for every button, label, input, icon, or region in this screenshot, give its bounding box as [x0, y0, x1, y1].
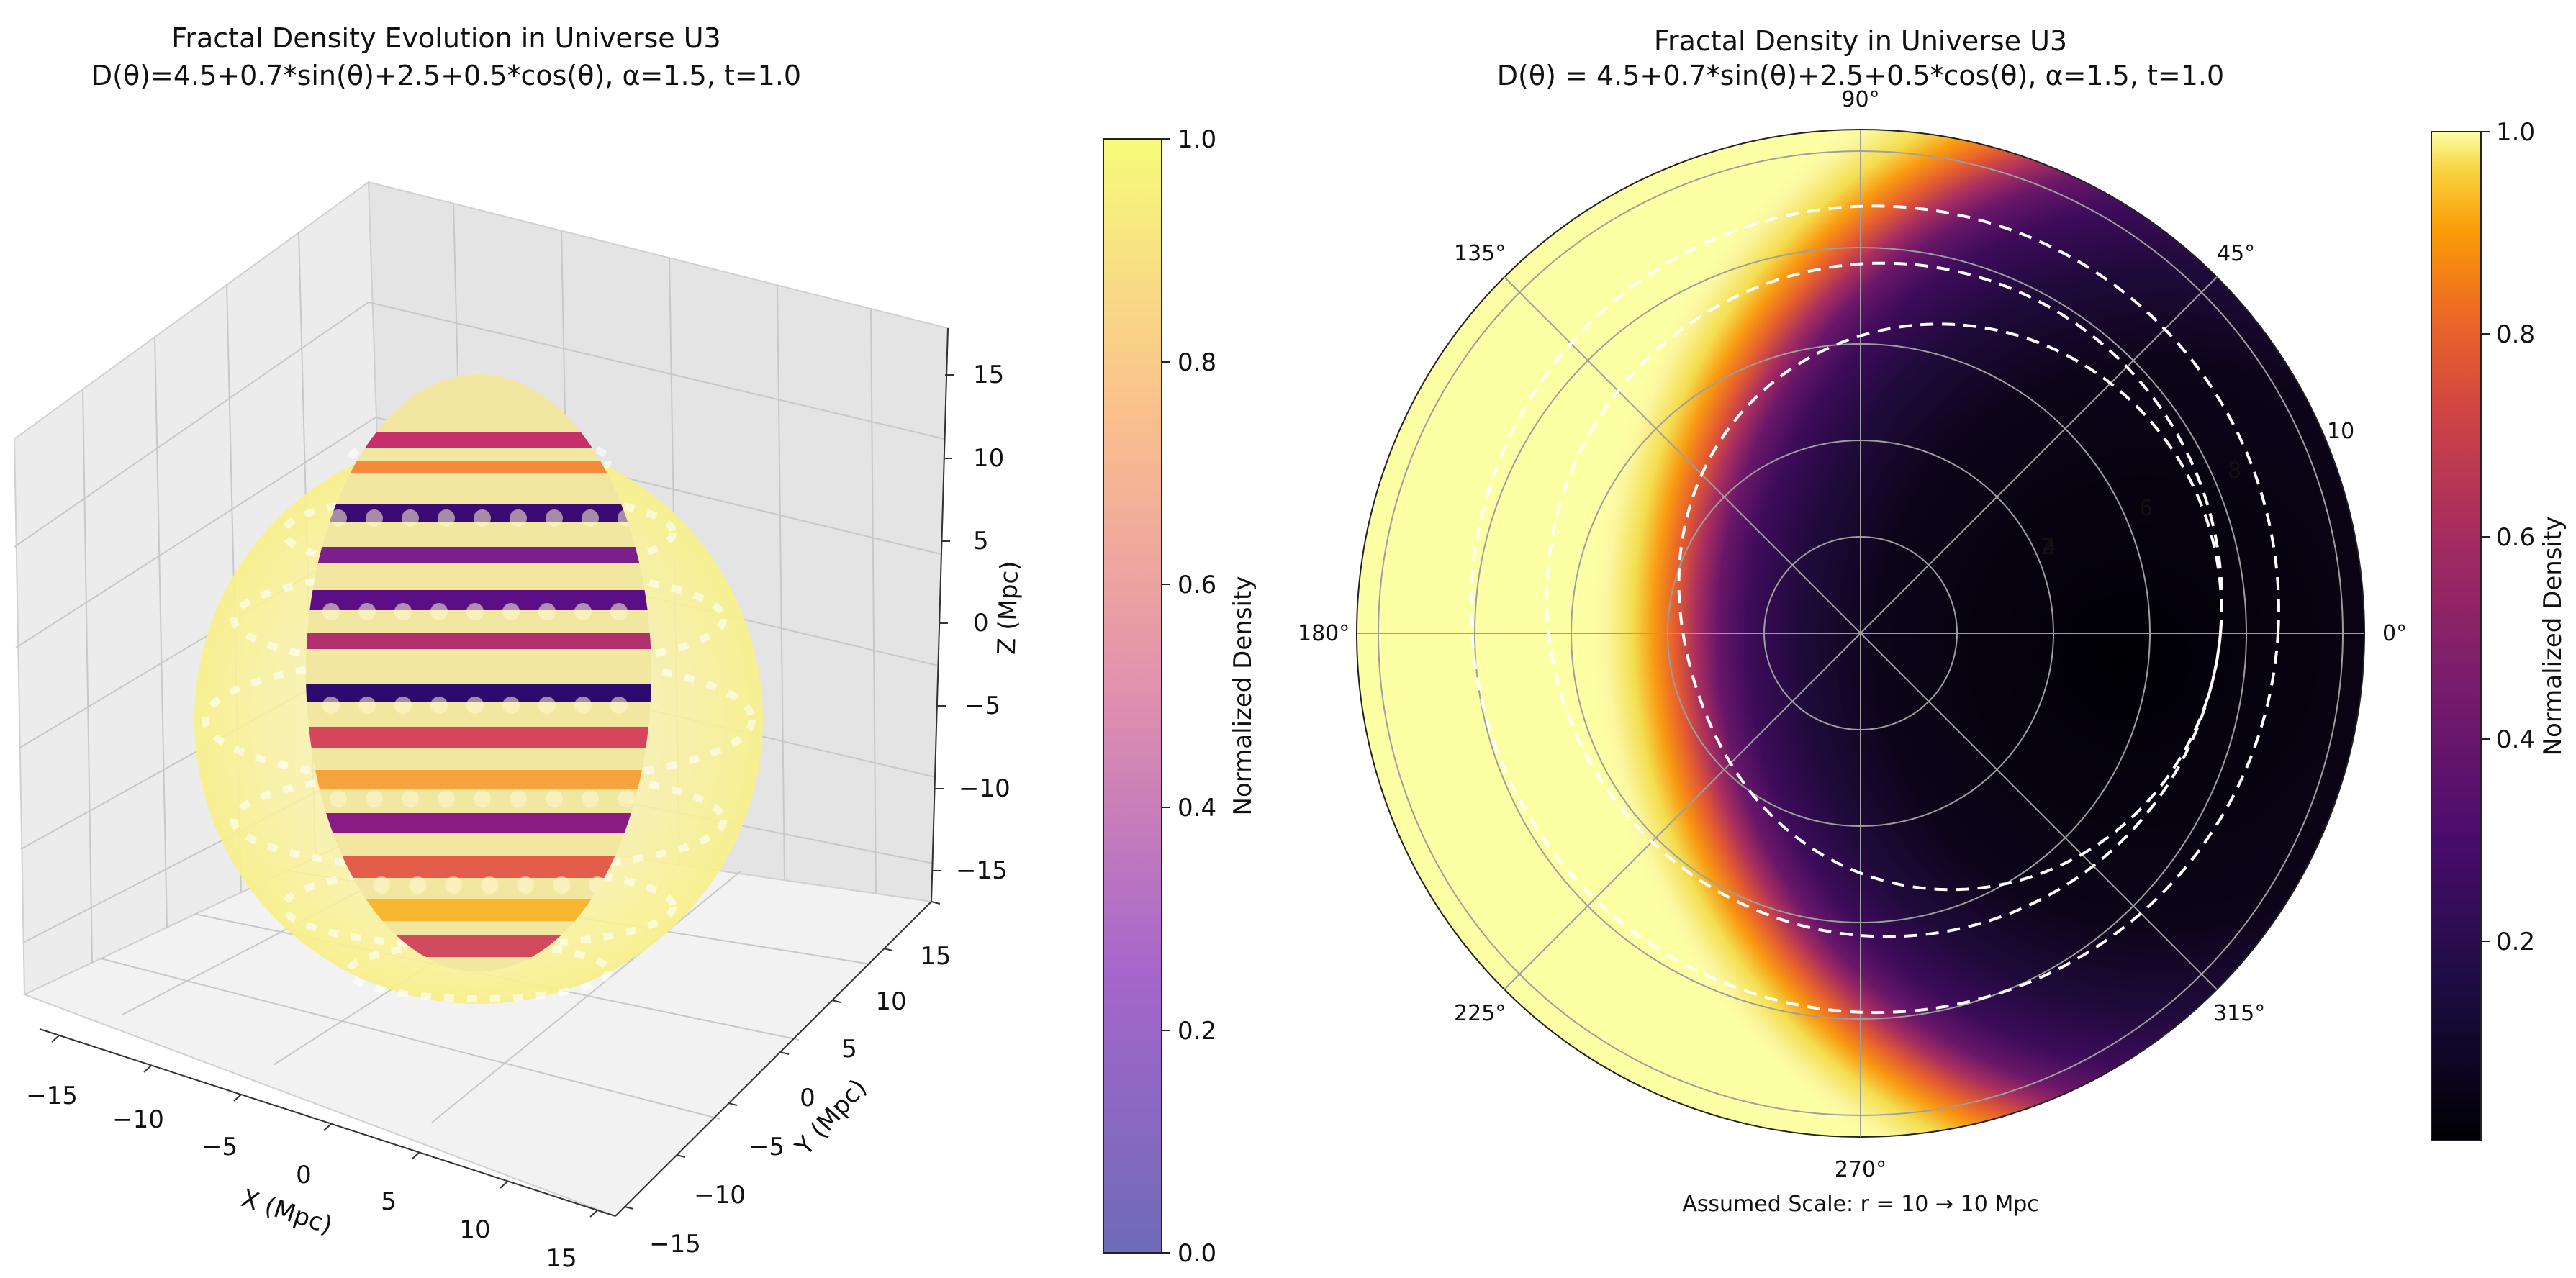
y-axis-line: [615, 901, 932, 1217]
cbar-tick: 0.4: [2496, 725, 2535, 754]
theta-tick: 45°: [2217, 241, 2255, 266]
cbar-tick: 0.6: [1178, 571, 1216, 599]
theta-tick: 180°: [1298, 621, 1350, 646]
x-axis-label: X (Mpc): [238, 1184, 335, 1240]
y-axis-ticks: −15 −10 −5 0 5 10 15: [624, 901, 952, 1259]
y-tick: −5: [749, 1133, 785, 1161]
colorbar-3d: [1103, 139, 1162, 1253]
cbar-tick: 0.4: [1178, 794, 1216, 822]
colorbar-3d-ticks: 0.0 0.2 0.4 0.6 0.8 1.0: [1162, 125, 1216, 1268]
subtitle-polar: D(θ) = 4.5+0.7*sin(θ)+2.5+0.5*cos(θ), α=…: [1497, 60, 2224, 91]
theta-tick: 90°: [1841, 87, 1879, 112]
y-tick: −15: [649, 1230, 701, 1259]
theta-tick: 135°: [1454, 241, 1506, 266]
y-tick: −10: [694, 1181, 746, 1210]
subtitle-3d: D(θ)=4.5+0.7*sin(θ)+2.5+0.5*cos(θ), α=1.…: [91, 60, 801, 91]
x-tick: −5: [202, 1133, 238, 1161]
z-tick: 15: [973, 361, 1004, 389]
theta-tick: 270°: [1835, 1157, 1886, 1182]
cbar-tick: 0.2: [2496, 928, 2535, 956]
x-tick: 5: [381, 1187, 397, 1216]
polar-r-ticks: 2 4 6 8 10: [2041, 419, 2354, 560]
title-polar: Fractal Density in Universe U3: [1654, 25, 2067, 57]
z-axis-line: [931, 327, 949, 902]
z-tick: −15: [956, 856, 1008, 885]
x-tick: −15: [26, 1082, 78, 1110]
z-tick: 5: [973, 527, 989, 556]
r-tick: 8: [2228, 458, 2241, 484]
r-tick: 10: [2327, 419, 2354, 444]
x-axis-ticks: −15 −10 −5 0 5 10 15: [26, 1035, 598, 1273]
panel-3d: Fractal Density Evolution in Universe U3…: [13, 22, 1257, 1273]
x-tick: 15: [546, 1244, 577, 1273]
polar-contours: [1469, 204, 2280, 1015]
cbar-tick: 0.8: [2496, 320, 2535, 349]
colorbar-polar-label: Normalized Density: [2539, 517, 2567, 756]
cbar-tick: 0.6: [2496, 523, 2535, 552]
z-axis-label: Z (Mpc): [993, 561, 1025, 656]
scale-note: Assumed Scale: r = 10 → 10 Mpc: [1682, 1192, 2038, 1217]
contour-2: [1677, 322, 2223, 892]
colorbar-polar: [2431, 132, 2481, 1141]
r-tick: 4: [2043, 535, 2056, 560]
cbar-tick: 1.0: [2496, 118, 2535, 147]
colorbar-polar-ticks: 0.2 0.4 0.6 0.8 1.0: [2481, 118, 2535, 956]
x-tick: 0: [296, 1161, 312, 1189]
cbar-tick: 0.0: [1178, 1239, 1216, 1268]
x-axis-line: [39, 1028, 616, 1217]
y-tick: 15: [920, 942, 951, 971]
theta-tick: 0°: [2382, 621, 2407, 646]
z-tick: 0: [973, 609, 989, 638]
r-tick: 6: [2139, 496, 2153, 521]
y-tick: 10: [875, 987, 906, 1016]
y-tick: 5: [841, 1035, 857, 1064]
z-tick: 10: [973, 444, 1004, 473]
z-tick: −10: [959, 774, 1011, 803]
polar-grid: [1357, 130, 2364, 1137]
cbar-tick: 0.8: [1178, 348, 1216, 377]
x-tick: −10: [112, 1105, 164, 1134]
polar-theta-ticks: 0° 45° 90° 135° 180° 225° 270° 315°: [1298, 87, 2407, 1182]
x-tick: 10: [459, 1215, 490, 1244]
y-tick: 0: [800, 1084, 815, 1112]
cbar-tick: 1.0: [1178, 125, 1216, 154]
colorbar-3d-label: Normalized Density: [1229, 576, 1257, 816]
title-3d: Fractal Density Evolution in Universe U3: [171, 22, 720, 54]
contour-1: [1545, 261, 2223, 938]
theta-tick: 315°: [2213, 1001, 2265, 1026]
theta-tick: 225°: [1454, 1001, 1506, 1026]
z-tick: −5: [964, 692, 1000, 720]
z-axis-ticks: 15 10 5 0 −5 −10 −15: [933, 361, 1011, 885]
cbar-tick: 0.2: [1178, 1017, 1216, 1046]
panel-polar: Fractal Density in Universe U3 D(θ) = 4.…: [1298, 25, 2567, 1217]
r-tick: 2: [2041, 535, 2054, 560]
